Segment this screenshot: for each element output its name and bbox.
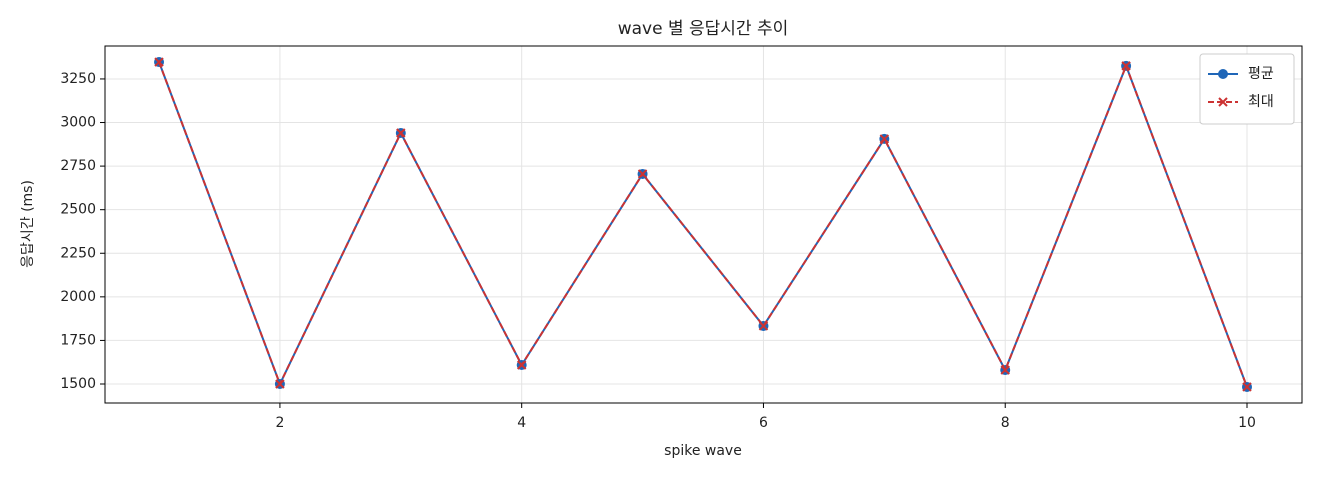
data-point [637,169,648,179]
data-point [758,321,769,331]
y-tick-label: 3250 [60,71,96,87]
data-point [516,360,527,370]
y-tick-label: 1500 [60,376,96,392]
x-tick-label: 4 [517,415,526,431]
data-point [275,379,285,389]
legend-label: 평균 [1248,66,1274,82]
data-point [154,57,164,67]
legend-marker [1218,97,1228,107]
data-point [1242,382,1252,392]
x-tick-label: 6 [759,415,768,431]
y-tick-label: 2500 [60,202,96,218]
y-tick-label: 2000 [60,289,96,305]
legend-box [1199,53,1295,125]
series-line [158,61,1248,388]
x-tick-label: 8 [1001,415,1010,431]
data-point [879,134,890,144]
y-axis-label: 응답시간 (ms) [20,180,36,268]
x-axis-label: spike wave [664,443,742,459]
x-tick-label: 10 [1238,415,1256,431]
x-tick-label: 2 [275,415,284,431]
legend-marker [1218,69,1228,79]
y-tick-label: 1750 [60,332,96,348]
y-tick-label: 3000 [60,115,96,131]
chart-title: wave 별 응답시간 추이 [618,19,789,39]
legend-label: 최대 [1248,94,1274,110]
data-point [1000,365,1010,375]
series-line [158,61,1248,388]
data-point [1121,61,1131,71]
data-point [396,128,406,138]
y-tick-label: 2250 [60,245,96,261]
y-tick-label: 2750 [60,158,96,174]
plot-frame [104,45,1303,404]
